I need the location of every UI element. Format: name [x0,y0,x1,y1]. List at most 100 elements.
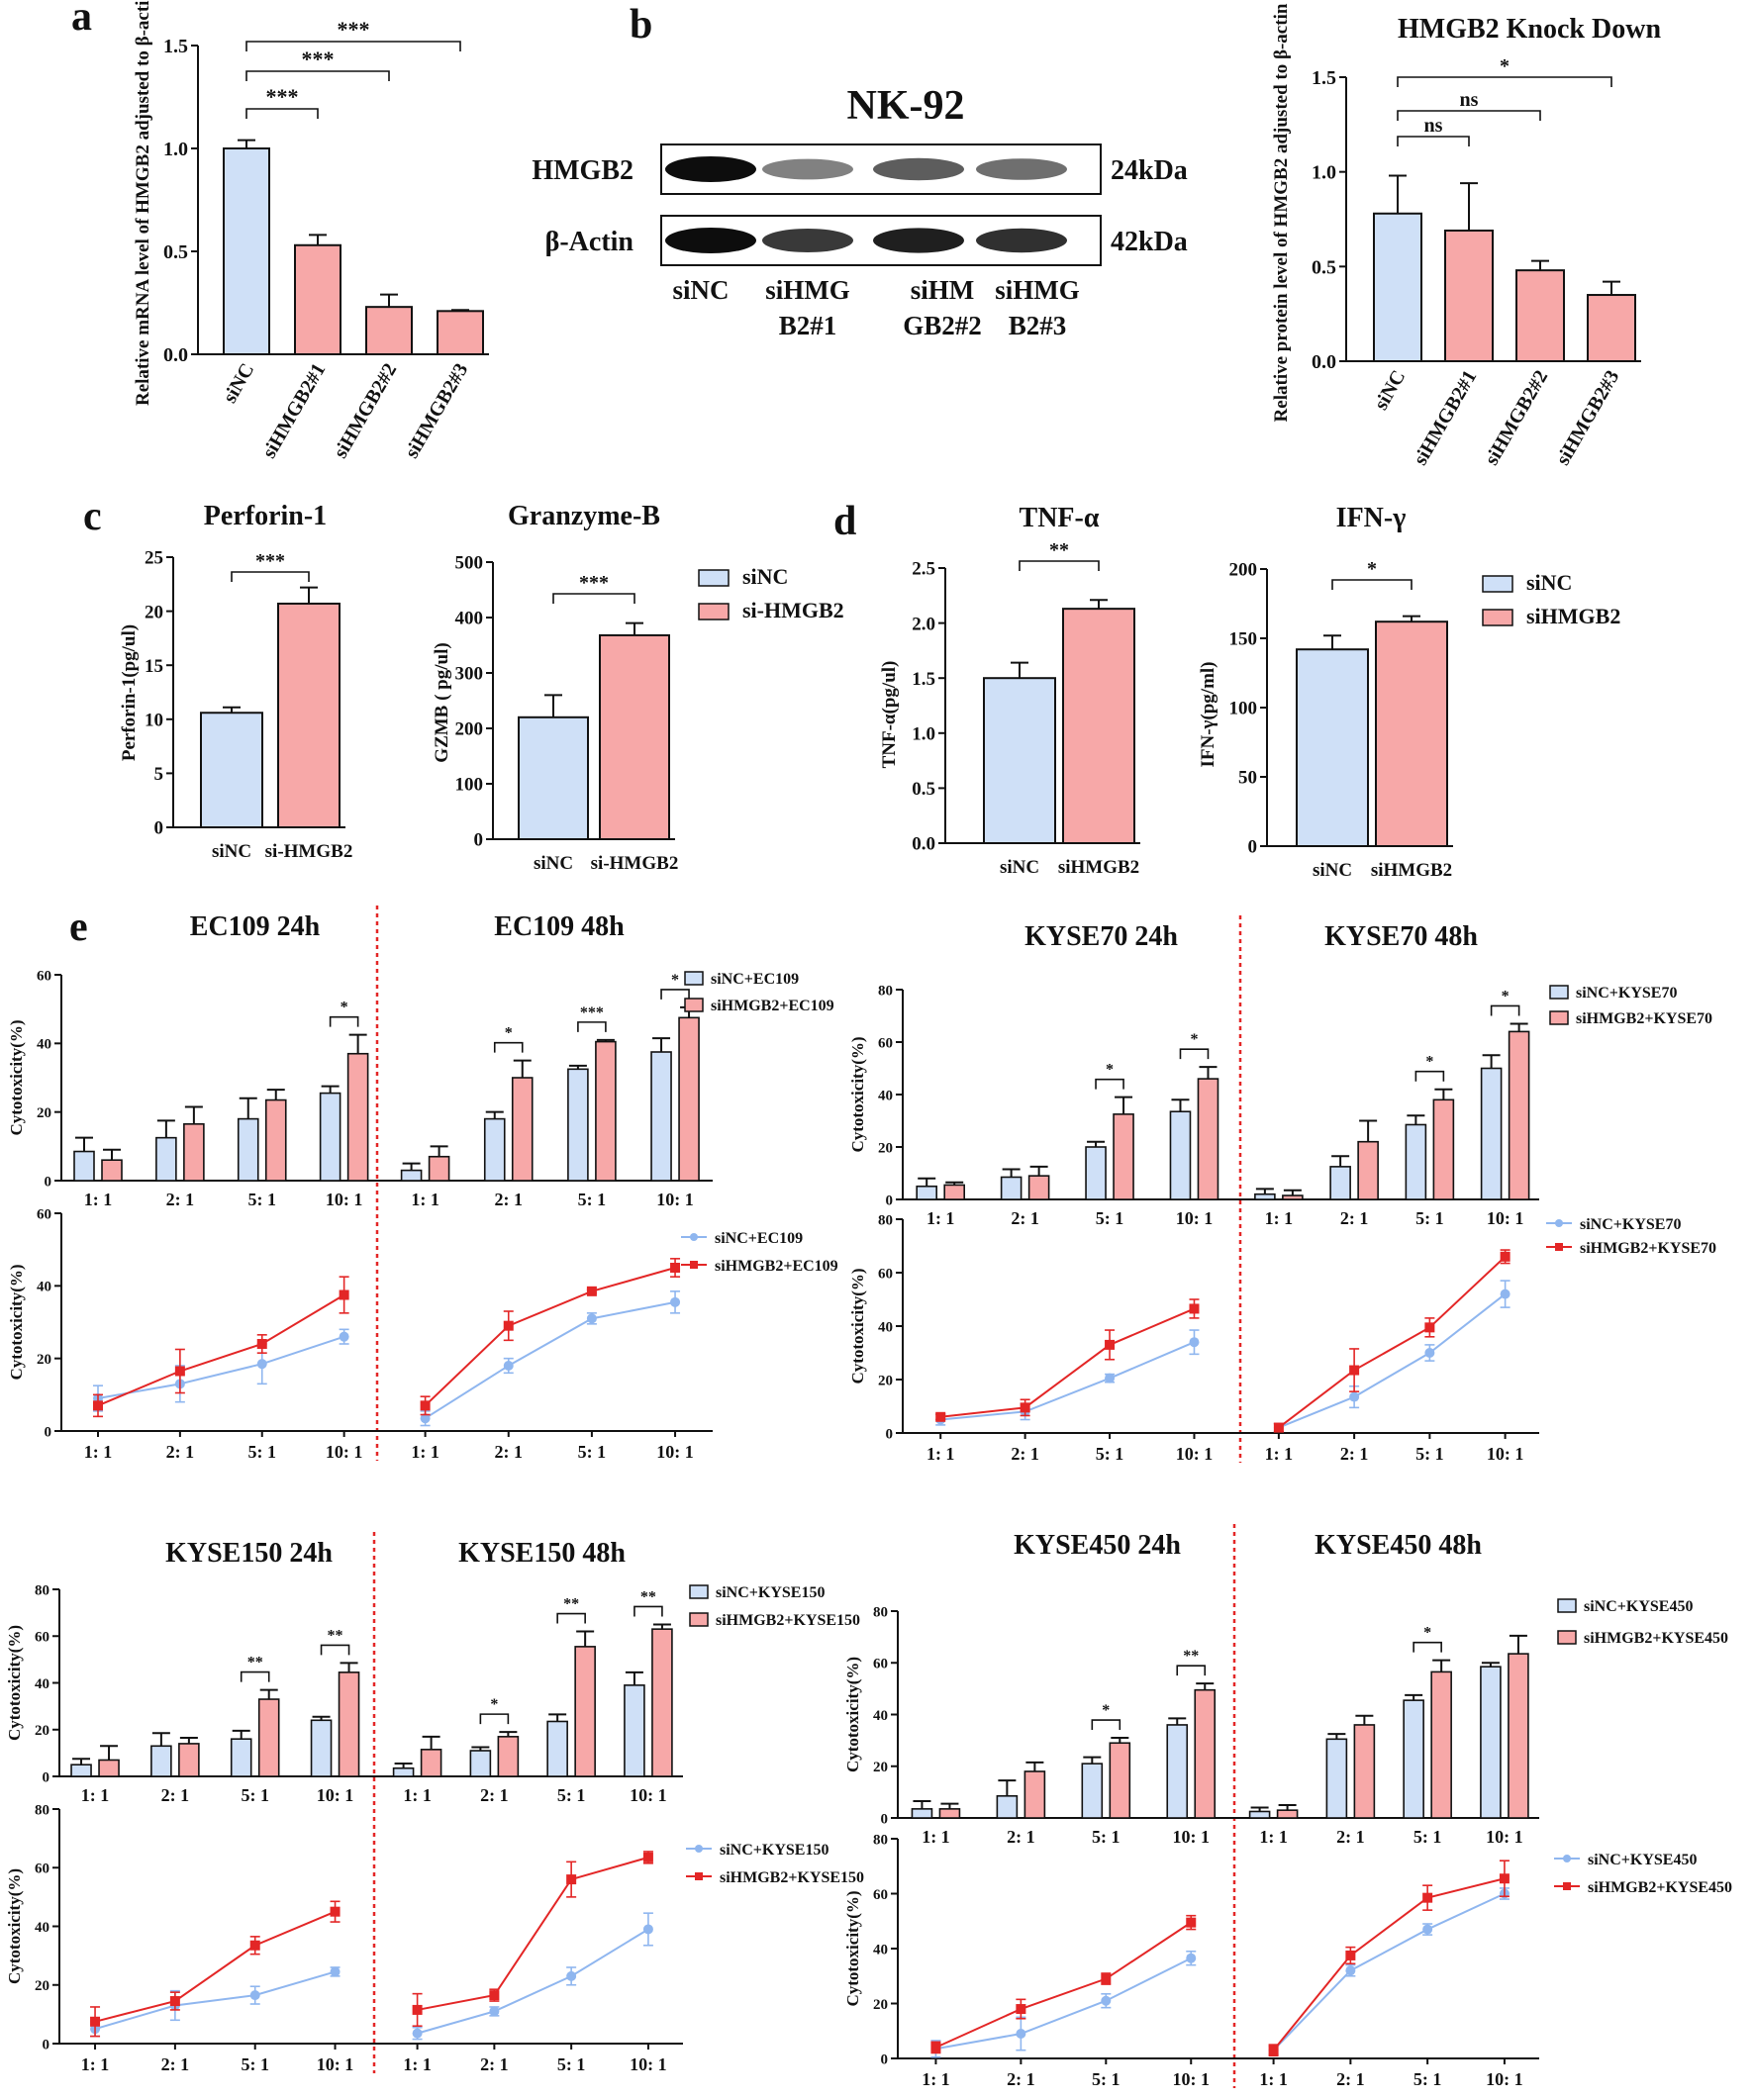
panel-d-ifn-y-tick-label: 50 [1238,768,1257,789]
blot-band [665,156,756,182]
panel-e-ec109-bar-y-tick-label: 20 [37,1105,51,1121]
panel-e-ec109-bar-y-tick-label: 0 [45,1174,52,1190]
panel-e-kyse70-title-48h: KYSE70 48h [1324,921,1478,952]
blot-lane-label: B2#3 [1009,311,1067,340]
panel-e-kyse450-line-legend-marker [1563,1882,1571,1890]
panel-e-kyse150-line-sinc [417,1928,649,2035]
panel-e-kyse150-bar-sinc [310,1719,333,1777]
panel-e-kyse150-point-sinc [489,2006,500,2017]
panel-e-ec109-bar-sig-bracket [329,1015,359,1027]
panel-e-ec109-bar-x-label: 10: 1 [326,1190,363,1209]
panel-c-perforin-bar [277,602,341,828]
panel-c-granzyme-category-label: siNC [534,853,573,874]
panel-e-kyse450-bar-x-label: 5: 1 [1092,1827,1121,1847]
panel-e-kyse150-bar-x-label: 5: 1 [241,1785,269,1805]
panel-e-kyse450-point-sinc [1101,1995,1112,2006]
panel-c-perforin-y-tick-label: 10 [145,710,163,730]
panel-e-kyse70-bar-sihmgb2 [1027,1175,1050,1200]
panel-e-kyse450-bar-sihmgb2 [1023,1770,1046,1819]
panel-e-kyse450-line-y-tick-label: 60 [873,1887,888,1903]
panel-b-chart-y-tick-label: 1.5 [1312,67,1336,89]
panel-e-kyse150-bar-sig-bracket [479,1713,510,1725]
panel-b-chart-sig-bracket [1397,110,1541,121]
panel-e-ec109-bar-legend-swatch [684,971,704,986]
panel-e-kyse150-bar-sihmgb2 [257,1698,280,1777]
panel-e-kyse450-line-sinc [935,1957,1192,2051]
panel-e-kyse70-bar-y-tick-label: 0 [886,1193,894,1208]
panel-a-chart-category-label: siHMGB2#2 [330,360,401,462]
panel-e-kyse150-bar-sig-bracket [633,1605,663,1617]
panel-e-kyse150-point-sinc [642,1924,653,1935]
panel-e-kyse150-line-legend-marker [695,1845,703,1853]
panel-e-kyse70-bar-y-tick-label: 80 [878,983,893,999]
panel-e-kyse450-line-x-label: 2: 1 [1007,2069,1035,2089]
panel-e-ec109-bar-x-label: 1: 1 [411,1190,439,1209]
panel-e-kyse150-bar-legend-swatch [689,1584,709,1599]
panel-b-chart-sig-label: ns [1424,115,1443,137]
panel-e-kyse150-bar-sig-label: * [490,1696,498,1713]
panel-e-ec109-bar-sig-label: * [341,1000,348,1016]
panel-c-legend-label: siNC [742,564,788,589]
blot-lane-label: siNC [672,275,729,305]
panel-e-ec109-title-48h: EC109 48h [494,911,625,942]
panel-e-kyse70-line-x-label: 2: 1 [1011,1444,1039,1464]
panel-e-kyse70-line-sihmgb2 [1278,1256,1507,1429]
panel-e-kyse450-line-sinc [1272,1892,1506,2052]
panel-c-perforin-y-tick-label: 15 [145,656,163,677]
panel-d-ifn-y-tick-label: 200 [1229,560,1258,581]
panel-e-ec109-bar-x-label: 5: 1 [578,1190,607,1209]
panel-e-ec109-bar-sig-bracket [493,1041,524,1053]
panel-c-perforin-y-label: Perforin-1(pg/ul) [119,624,140,761]
panel-e-kyse450-line-x-label: 10: 1 [1172,2069,1210,2089]
panel-e-kyse70-line-y-tick-label: 80 [878,1212,893,1228]
panel-e-kyse150-bar-x-label: 2: 1 [161,1785,190,1805]
panel-e-kyse70-bar-sig-label: * [1425,1054,1433,1071]
panel-e-kyse70-line-x-label: 5: 1 [1096,1444,1124,1464]
panel-e-kyse70-point-sinc [1500,1289,1510,1299]
panel-e-kyse450-bar-legend-label: siHMGB2+KYSE450 [1584,1630,1728,1647]
panel-e-kyse450-bar-sig-label: ** [1183,1648,1199,1665]
blot-title: NK-92 [847,83,965,129]
panel-e-kyse450-line-x-label: 5: 1 [1092,2069,1121,2089]
panel-a-chart-y-tick-label: 0.0 [163,344,188,366]
panel-e-kyse450-line-y-tick-label: 0 [881,2052,889,2067]
blot-band [762,229,853,252]
panel-e-kyse450-point-sihmgb2 [1101,1973,1112,1984]
panel-a-chart-category-label: siHMGB2#3 [401,360,472,462]
panel-e-kyse70-bar-sihmgb2 [1197,1078,1219,1200]
panel-d-tnf-sig-label: ** [1049,539,1069,561]
panel-e-kyse150-bar-sig-label: ** [247,1655,263,1671]
panel-b-chart-y-label: Relative protein level of HMGB2 adjusted… [1271,3,1292,422]
panel-a-letter: a [71,0,92,40]
panel-e-ec109-bar-sinc [567,1068,589,1182]
panel-b-chart-category-label: siHMGB2#2 [1481,367,1552,469]
blot-band [873,228,964,253]
panel-e-kyse150-line-sihmgb2 [417,1856,649,2011]
panel-e-kyse70-bar-sihmgb2 [1508,1030,1530,1200]
panel-e-kyse150-line-y-label: Cytotoxicity(%) [5,1868,24,1984]
panel-e-ec109-bar-x-label: 5: 1 [248,1190,277,1209]
panel-e-ec109-point-sihmgb2 [93,1400,103,1411]
panel-e-ec109-point-sinc [420,1413,431,1424]
panel-e-kyse450-bar-sihmgb2 [938,1808,961,1819]
panel-e-kyse150-line-y-tick-label: 20 [35,1978,49,1994]
panel-e-kyse450-bar-sig-label: * [1423,1625,1431,1642]
panel-e-kyse150-point-sihmgb2 [412,2004,423,2015]
panel-e-kyse150-bar-sig-bracket [556,1612,586,1624]
panel-e-kyse150-line-sinc [94,1970,336,2031]
panel-e-kyse450-bar-sinc [1166,1724,1189,1819]
panel-c-perforin-y-tick-label: 0 [154,818,164,839]
panel-c-letter: c [83,494,102,539]
panel-e-kyse150-line-legend-label: siNC+KYSE150 [720,1842,828,1859]
panel-c-granzyme-y-tick-label: 500 [455,553,484,574]
panel-e-kyse70-bar-x-label: 5: 1 [1415,1208,1444,1228]
panel-e-kyse150-bar-x-label: 10: 1 [630,1785,667,1805]
panel-e-ec109-point-sinc [503,1361,514,1371]
panel-e-kyse70-point-sihmgb2 [1273,1422,1284,1433]
panel-c-perforin-y-tick-label: 20 [145,602,163,622]
panel-a-chart-category-label: siHMGB2#1 [258,360,330,462]
panel-b-chart-y-tick-label: 0.0 [1312,351,1336,373]
panel-c-granzyme-bar [518,716,589,840]
panel-b-chart: 0.0 0.5 1.0 1.5 siNC siHMGB2#1 siHMGB2#2 siHMGB… [1271,3,1661,469]
